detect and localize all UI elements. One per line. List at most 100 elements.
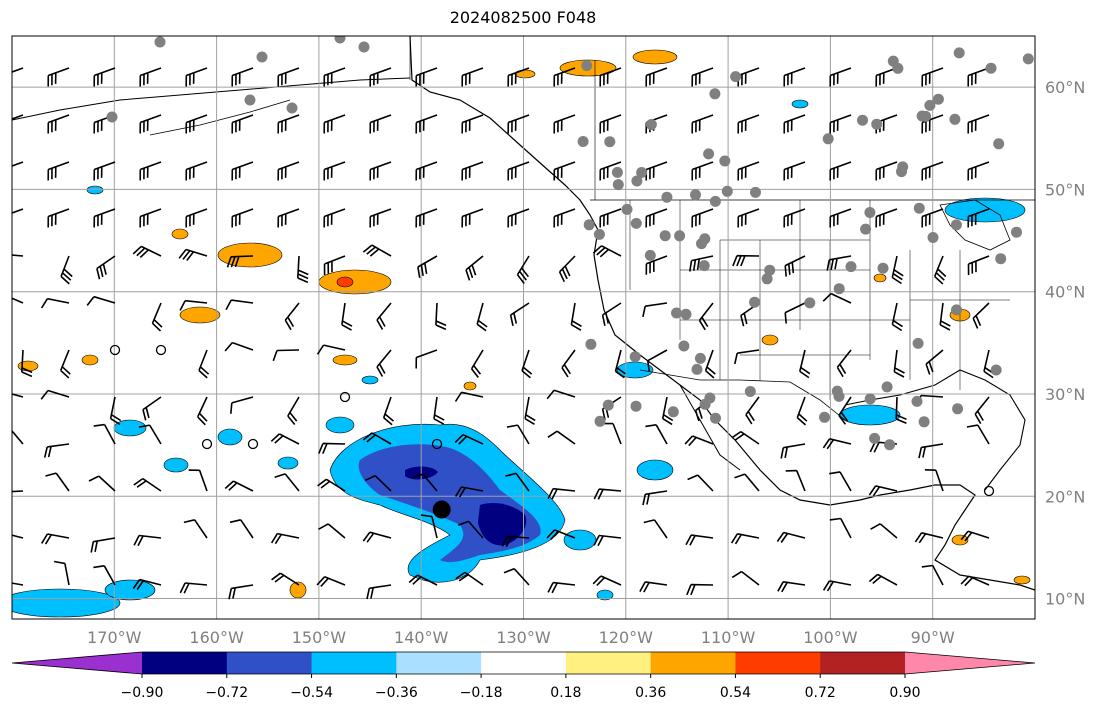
calm-wind-marker (339, 391, 351, 403)
observation-marker-layer (106, 36, 1034, 451)
calm-wind-marker (109, 344, 121, 356)
colorbar-tick-label: 0.72 (805, 685, 836, 701)
observation-marker (927, 232, 939, 243)
observation-marker (612, 179, 624, 191)
observation-marker (577, 136, 589, 147)
wind-barb (599, 161, 622, 181)
observation-marker (256, 51, 268, 63)
observation-marker (932, 93, 944, 105)
wind-barb (316, 576, 346, 587)
colorbar-tick-label: 0.54 (720, 685, 751, 701)
wind-barb (599, 67, 622, 87)
wind-barb (599, 208, 622, 228)
wind-barb (132, 245, 162, 258)
colorbar-segment (735, 652, 821, 674)
wind-barb (838, 396, 852, 425)
graticule-layer (12, 36, 1035, 619)
gulf-coastline (844, 369, 1026, 491)
wind-barb (231, 114, 254, 134)
wind-barb (737, 161, 760, 181)
wind-barb (461, 114, 484, 134)
wind-barb (179, 582, 208, 594)
wind-barb (507, 114, 530, 134)
wind-barb (408, 574, 438, 586)
wind-barb (780, 443, 806, 459)
observation-marker (918, 416, 930, 428)
wind-barb (704, 349, 716, 379)
wind-barb (461, 208, 484, 228)
wind-barb (93, 161, 116, 181)
wind-barb (12, 429, 24, 445)
wind-barb (875, 67, 898, 87)
observation-marker (581, 60, 593, 72)
wind-barb (185, 208, 208, 228)
wind-barb (960, 575, 990, 587)
colorbar-segment (565, 652, 652, 674)
observation-marker (699, 398, 711, 410)
observation-marker (924, 99, 936, 111)
wind-barb (133, 534, 162, 547)
wind-barb (868, 573, 898, 586)
observation-marker (864, 393, 876, 405)
observation-marker (630, 400, 642, 412)
positive-field-patch (81, 354, 99, 366)
wind-barb (507, 208, 530, 228)
wind-barb (231, 208, 254, 228)
observation-marker (871, 118, 883, 130)
wind-barb (40, 297, 70, 309)
wind-barb (458, 520, 484, 539)
latitude-label: 10°N (1045, 590, 1085, 609)
wind-barb (553, 208, 576, 228)
wind-barb (868, 485, 898, 497)
wind-barb (139, 208, 162, 228)
wind-barb (226, 255, 254, 268)
wind-barb (415, 161, 438, 181)
wind-barb (369, 161, 392, 181)
wind-barb (642, 490, 668, 506)
wind-barb (323, 255, 346, 276)
wind-barb (614, 349, 626, 379)
map-title: 2024082500 F048 (449, 8, 597, 27)
wind-barb (341, 302, 353, 331)
calm-wind-marker (983, 485, 995, 497)
observation-marker (993, 138, 1005, 150)
wind-barb (12, 208, 24, 214)
wind-barb (829, 114, 852, 134)
wind-barb (270, 532, 300, 545)
wind-barb (516, 255, 530, 284)
aleutian-islands-outline (149, 99, 291, 136)
observation-marker (912, 337, 924, 349)
wind-barb (924, 469, 944, 492)
wind-barb (366, 584, 392, 600)
colorbar-segment (481, 652, 567, 674)
calm-wind-marker (201, 438, 213, 450)
wind-barb (967, 67, 990, 87)
wind-barb (661, 396, 674, 426)
colorbar-tick-label: 0.90 (889, 685, 920, 701)
map-frame (11, 35, 1036, 620)
observation-marker (860, 223, 872, 235)
wind-barb (645, 208, 668, 228)
wind-barb (921, 161, 944, 181)
longitude-label: 170°W (87, 628, 142, 647)
wind-barb (185, 161, 208, 181)
wind-barb (90, 537, 116, 553)
colorbar-tick-label: −0.36 (375, 685, 418, 701)
wind-barb (731, 430, 760, 445)
wind-barb (93, 208, 116, 228)
observation-marker (761, 273, 773, 285)
wind-barb (829, 471, 852, 492)
wind-barb (731, 570, 760, 586)
observation-marker (661, 191, 673, 203)
observation-marker (621, 203, 633, 215)
wind-barb (229, 519, 254, 539)
alaska-coastline (12, 77, 411, 121)
wind-barb (412, 473, 438, 492)
wind-barb (12, 67, 24, 73)
observation-marker (691, 363, 703, 375)
wind-barb (891, 302, 903, 332)
observation-marker (334, 36, 346, 44)
wind-barb (461, 161, 484, 181)
colorbar-segment (905, 652, 1035, 674)
